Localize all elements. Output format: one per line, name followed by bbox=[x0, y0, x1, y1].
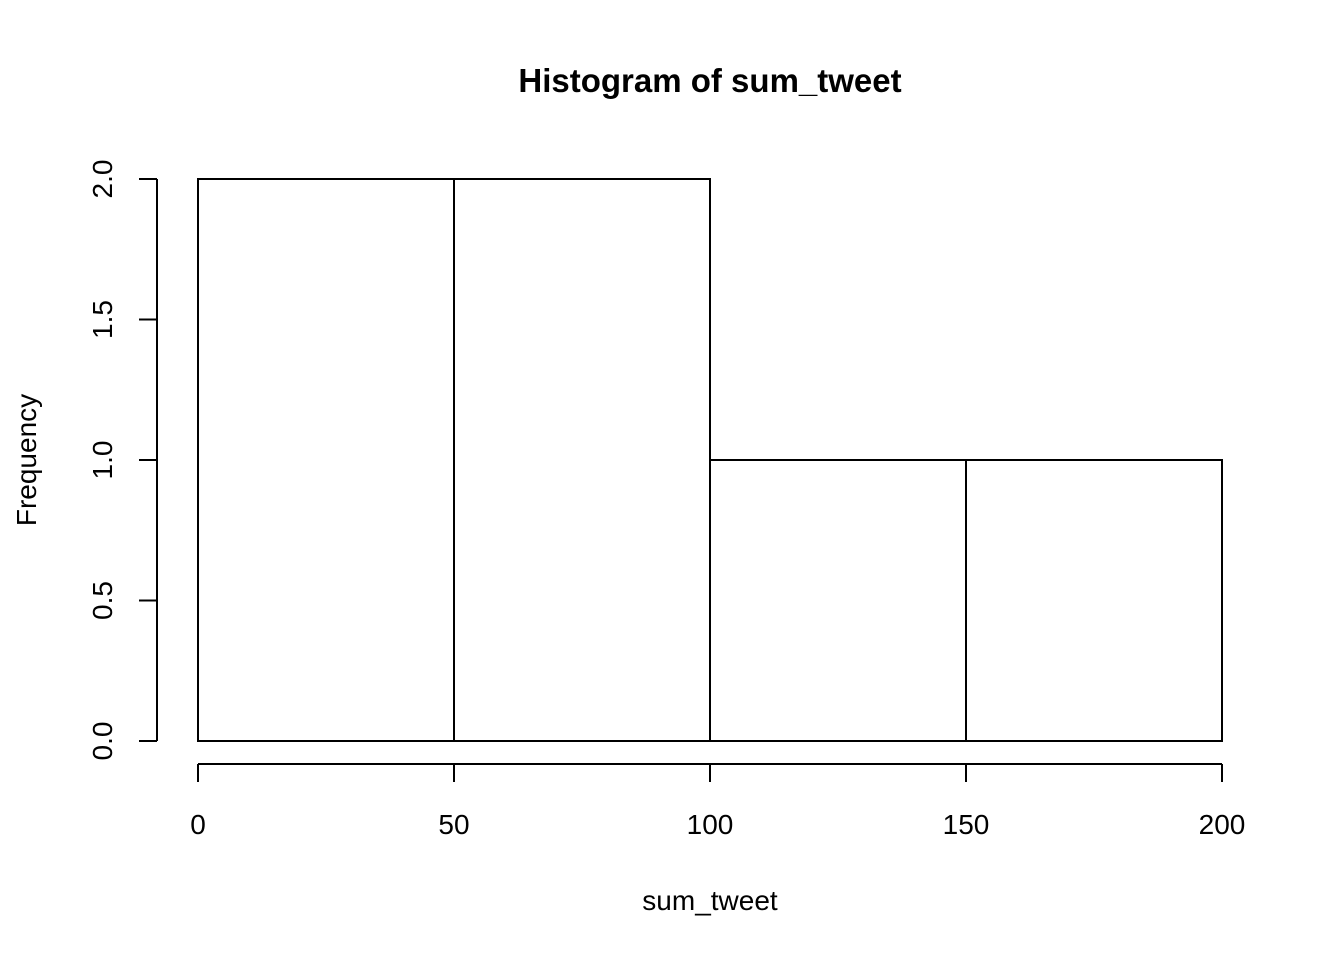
histogram-bar-3 bbox=[965, 459, 1223, 742]
y-tick-label: 0.5 bbox=[87, 581, 118, 620]
histogram-bar-1 bbox=[453, 178, 711, 742]
y-axis: 0.0 0.5 1.0 1.5 2.0 bbox=[87, 160, 158, 761]
bars-group bbox=[197, 178, 1223, 742]
x-tick-label: 150 bbox=[943, 809, 990, 840]
chart-title: Histogram of sum_tweet bbox=[518, 62, 901, 99]
x-axis-label: sum_tweet bbox=[642, 885, 778, 916]
y-tick-label: 2.0 bbox=[87, 160, 118, 199]
x-axis: 0 50 100 150 200 bbox=[190, 763, 1246, 840]
y-tick-label: 1.0 bbox=[87, 441, 118, 480]
x-tick-label: 100 bbox=[687, 809, 734, 840]
histogram-bar-0 bbox=[197, 178, 455, 742]
x-tick-label: 200 bbox=[1199, 809, 1246, 840]
x-tick-label: 0 bbox=[190, 809, 206, 840]
y-tick-label: 0.0 bbox=[87, 722, 118, 761]
x-tick-label: 50 bbox=[438, 809, 469, 840]
histogram-bar-2 bbox=[709, 459, 967, 742]
y-tick-label: 1.5 bbox=[87, 300, 118, 339]
y-axis-label: Frequency bbox=[11, 394, 42, 526]
